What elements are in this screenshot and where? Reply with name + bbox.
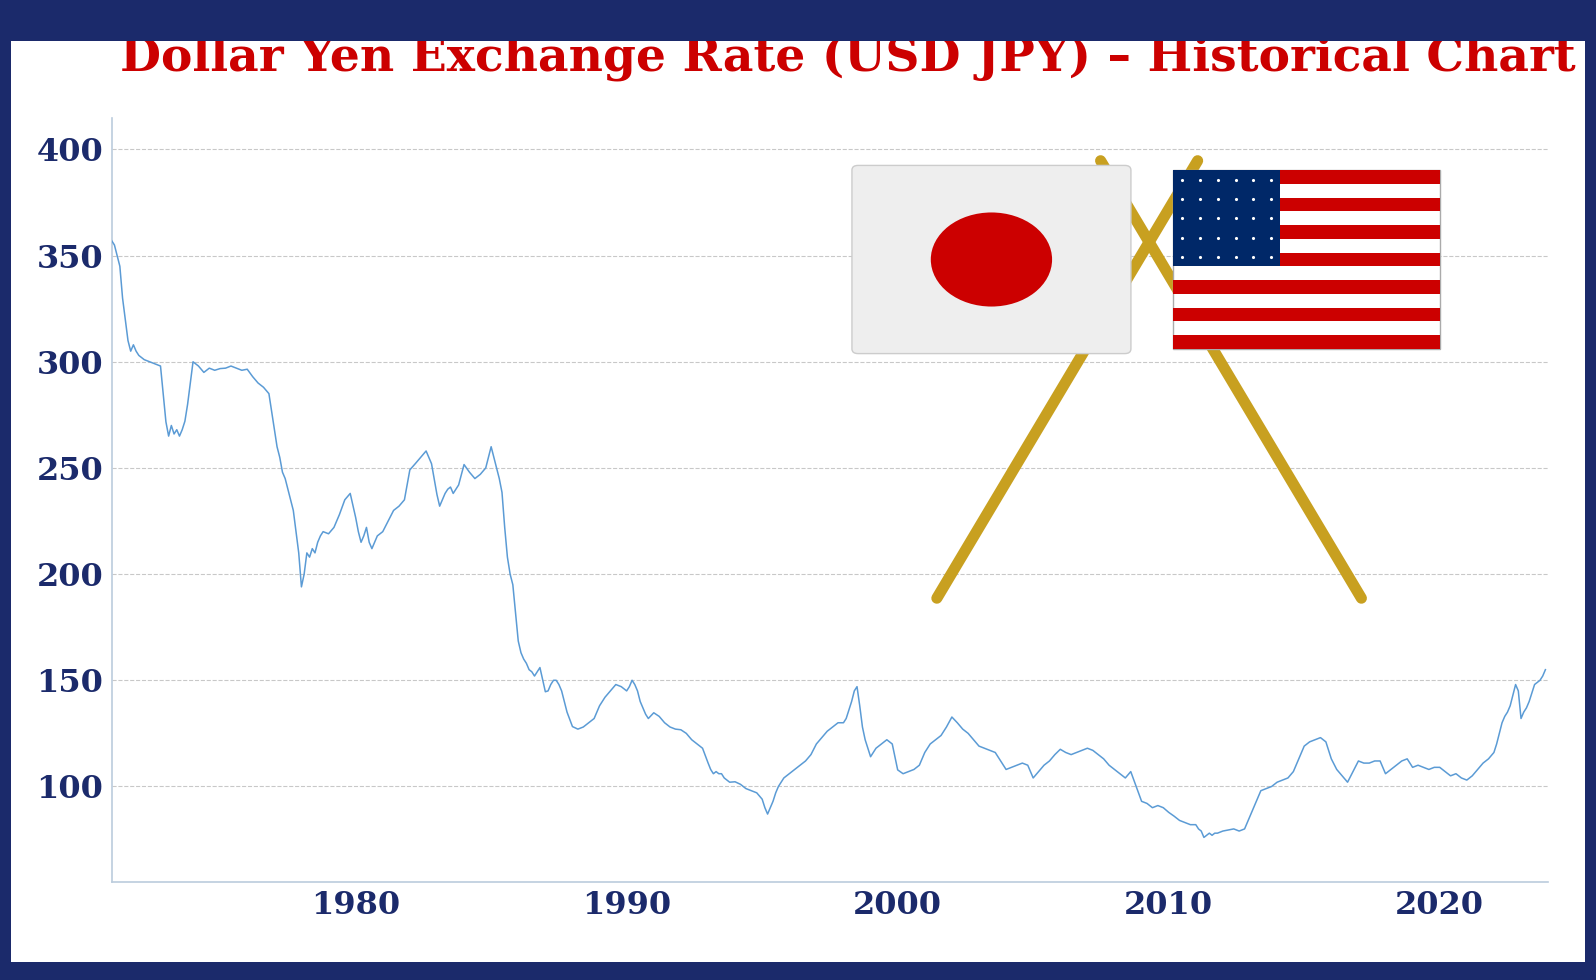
Bar: [1173, 335, 1440, 349]
Bar: [1173, 280, 1440, 294]
Text: Dollar Yen Exchange Rate (USD JPY) – Historical Chart: Dollar Yen Exchange Rate (USD JPY) – His…: [120, 34, 1575, 80]
Circle shape: [930, 213, 1052, 307]
Bar: [1173, 171, 1440, 184]
Bar: [1173, 253, 1440, 267]
Bar: [1173, 171, 1280, 267]
Bar: [1173, 225, 1440, 239]
FancyBboxPatch shape: [852, 166, 1132, 354]
Bar: [1173, 308, 1440, 321]
Bar: [1173, 171, 1440, 349]
Bar: [1173, 198, 1440, 212]
